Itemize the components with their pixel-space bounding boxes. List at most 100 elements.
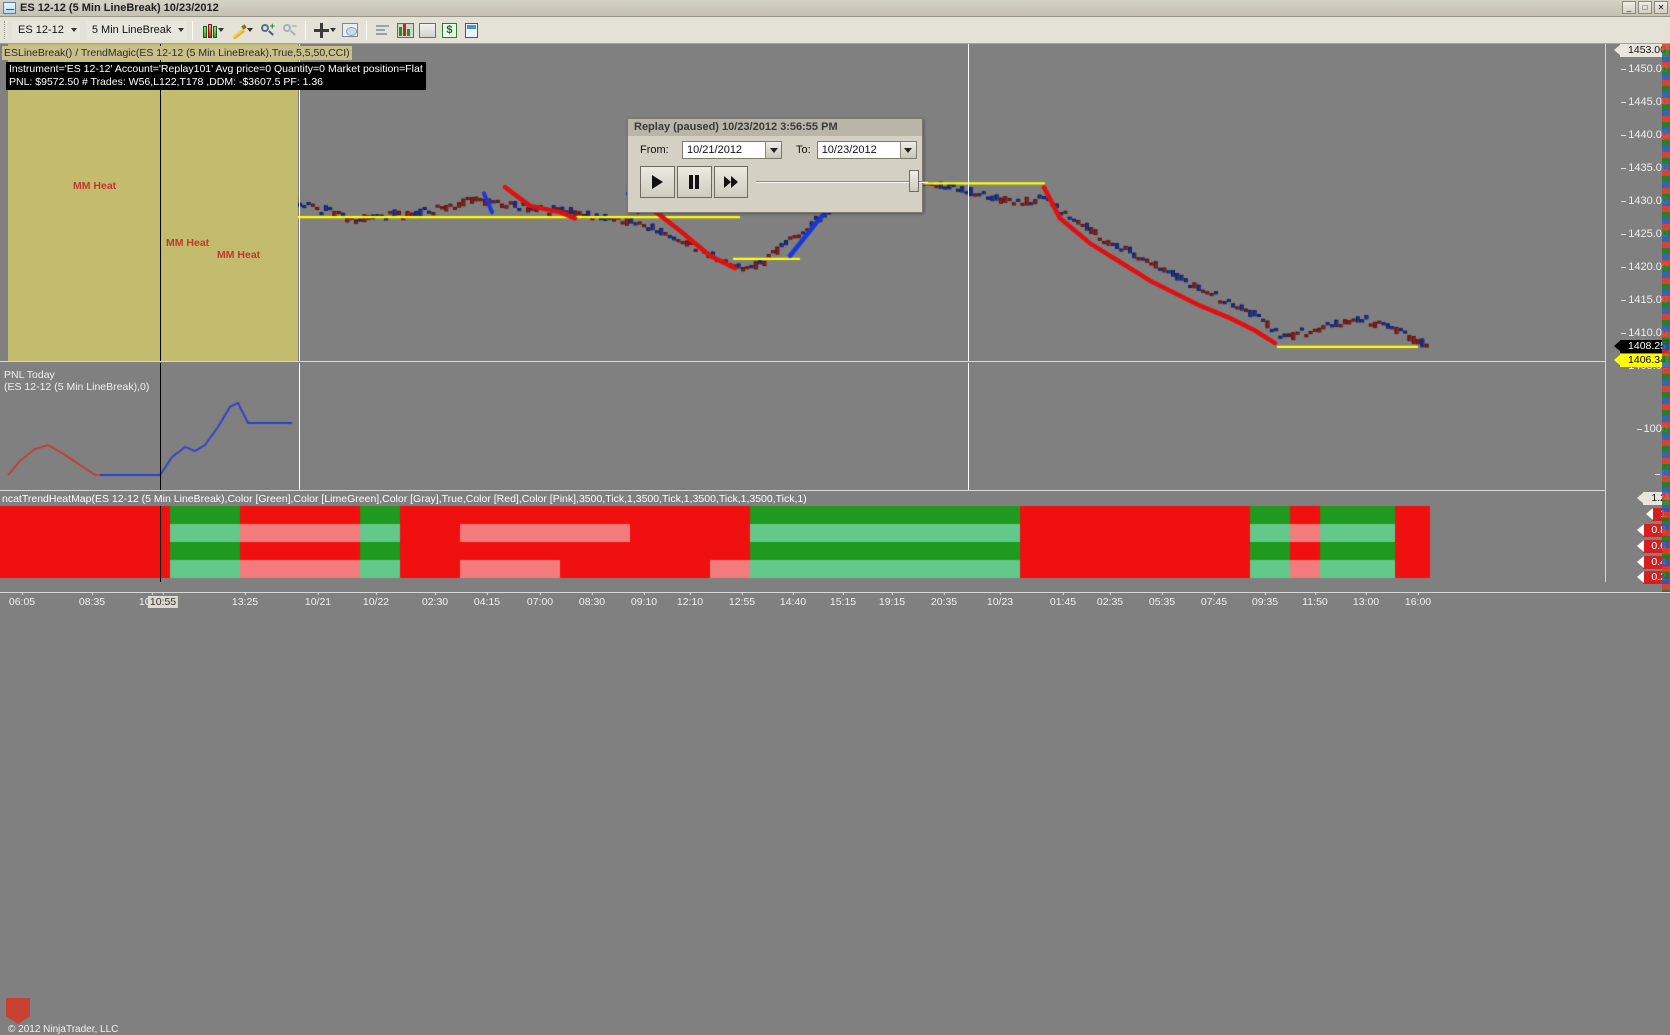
- copyright-text: © 2012 NinjaTrader, LLC: [8, 1024, 119, 1035]
- price-tick: 1415.00: [1621, 294, 1668, 306]
- chart-icon: [3, 2, 16, 14]
- time-tick: 10:55: [147, 592, 179, 608]
- interval-selector[interactable]: 5 Min LineBreak: [85, 20, 188, 40]
- replay-from-label: From:: [640, 144, 669, 156]
- toolbar-separator: [366, 20, 368, 40]
- drawing-tools-button[interactable]: [228, 20, 256, 41]
- chart-area[interactable]: ESLineBreak() / TrendMagic(ES 12-12 (5 M…: [0, 44, 1670, 1035]
- time-tick: 05:35: [1148, 592, 1176, 608]
- time-axis[interactable]: 06:0508:3510:1510:5513:2510/2110/2202:30…: [0, 592, 1670, 611]
- session-break-line: [968, 363, 969, 490]
- data-box-button[interactable]: [339, 20, 361, 41]
- time-tick: 10/23: [986, 592, 1014, 608]
- time-tick: 10/22: [362, 592, 390, 608]
- fast-forward-icon: [723, 176, 738, 188]
- zoom-out-button[interactable]: −: [278, 20, 300, 41]
- slider-thumb[interactable]: [909, 170, 920, 192]
- replay-dialog[interactable]: Replay (paused) 10/23/2012 3:56:55 PM Fr…: [627, 118, 929, 213]
- time-tick: 07:45: [1200, 592, 1228, 608]
- time-tick: 09:10: [630, 592, 658, 608]
- time-tick: 20:35: [930, 592, 958, 608]
- heatmap-indicator-label[interactable]: ncatTrendHeatMap(ES 12-12 (5 Min LineBre…: [2, 493, 807, 505]
- time-tick: 15:15: [829, 592, 857, 608]
- time-tick: 19:15: [878, 592, 906, 608]
- replay-cursor-line: [160, 506, 161, 582]
- price-tick: 1430.00: [1621, 195, 1668, 207]
- price-tick: 1440.00: [1621, 129, 1668, 141]
- heatmap-canvas: [0, 492, 1605, 582]
- replay-to-date[interactable]: 10/23/2012: [816, 141, 917, 159]
- strategy-button[interactable]: [416, 20, 438, 41]
- window-title-bar: ES 12-12 (5 Min LineBreak) 10/23/2012 _ …: [0, 0, 1670, 17]
- replay-from-value: 10/21/2012: [687, 144, 743, 156]
- chevron-down-icon[interactable]: [765, 142, 781, 158]
- candlestick-type-icon: [202, 23, 217, 38]
- price-tick: 1435.00: [1621, 162, 1668, 174]
- properties-button[interactable]: [372, 20, 394, 41]
- time-tick: 04:15: [473, 592, 501, 608]
- position-info-line1: Instrument='ES 12-12' Account='Replay101…: [9, 63, 423, 75]
- indicators-icon: [396, 22, 414, 38]
- indicators-button[interactable]: [394, 20, 416, 41]
- chevron-down-icon: [178, 28, 185, 32]
- replay-date-row: From: 10/21/2012 To: 10/23/2012: [628, 136, 922, 159]
- time-tick: 06:05: [8, 592, 36, 608]
- annotation-mm-heat: MM Heat: [166, 237, 210, 249]
- replay-to-label: To:: [796, 144, 811, 156]
- instrument-selector[interactable]: ES 12-12: [12, 20, 80, 40]
- close-button[interactable]: ✕: [1654, 1, 1668, 14]
- session-break-line: [968, 44, 969, 361]
- chart-toolbar: ES 12-12 5 Min LineBreak + −: [0, 17, 1670, 44]
- order-entry-icon: [464, 22, 478, 38]
- chart-type-button[interactable]: [198, 20, 228, 41]
- pnl-label-line1: PNL Today: [4, 369, 55, 381]
- toolbar-grip[interactable]: [4, 21, 7, 39]
- replay-speed-slider[interactable]: [756, 166, 929, 198]
- replay-pause-button[interactable]: [676, 166, 712, 198]
- right-edge-heat-strip: [1662, 44, 1670, 592]
- session-break-line: [299, 363, 300, 490]
- replay-play-button[interactable]: [640, 166, 675, 198]
- toolbar-separator: [305, 20, 307, 40]
- price-axis[interactable]: 1453.00 1450.00 1445.00 1440.00 1435.00 1430.…: [1605, 44, 1670, 584]
- price-tick: 1420.00: [1621, 261, 1668, 273]
- time-tick: 13:25: [231, 592, 259, 608]
- order-entry-button[interactable]: [460, 20, 482, 41]
- time-tick: 13:00: [1352, 592, 1380, 608]
- zoom-in-icon: +: [260, 21, 275, 38]
- replay-controls: [628, 159, 929, 198]
- time-tick: 12:55: [728, 592, 756, 608]
- replay-forward-button[interactable]: [713, 166, 749, 198]
- crosshair-icon: [314, 22, 330, 38]
- price-tick: 1450.00: [1621, 63, 1668, 75]
- pause-icon: [689, 175, 700, 189]
- pnl-canvas: [0, 363, 1605, 491]
- time-tick: 11:50: [1302, 592, 1328, 608]
- replay-from-date[interactable]: 10/21/2012: [682, 141, 782, 159]
- time-tick: 08:30: [578, 592, 606, 608]
- maximize-button[interactable]: □: [1638, 1, 1652, 14]
- zoom-in-button[interactable]: +: [256, 20, 278, 41]
- play-icon: [652, 175, 664, 189]
- pnl-panel-label: PNL Today (ES 12-12 (5 Min LineBreak),0): [4, 369, 149, 393]
- zoom-out-icon: −: [282, 21, 297, 38]
- chevron-down-icon[interactable]: [899, 142, 916, 158]
- pnl-pane[interactable]: PNL Today (ES 12-12 (5 Min LineBreak),0): [0, 363, 1605, 491]
- crosshair-button[interactable]: [311, 20, 339, 41]
- annotation-mm-heat: MM Heat: [73, 180, 117, 192]
- toolbar-separator: [192, 20, 194, 40]
- replay-cursor-line: [160, 44, 161, 361]
- dollar-icon: $: [441, 22, 457, 38]
- time-tick: 10/21: [304, 592, 332, 608]
- annotation-mm-heat: MM Heat: [217, 249, 261, 261]
- data-box-icon: [342, 23, 359, 37]
- heatmap-pane[interactable]: ncatTrendHeatMap(ES 12-12 (5 Min LineBre…: [0, 492, 1605, 1035]
- price-marker: 1408.25: [1614, 340, 1669, 353]
- chart-trader-button[interactable]: $: [438, 20, 460, 41]
- window-controls[interactable]: _ □ ✕: [1622, 1, 1668, 14]
- indicator-label[interactable]: ESLineBreak() / TrendMagic(ES 12-12 (5 M…: [2, 46, 352, 60]
- minimize-button[interactable]: _: [1622, 1, 1636, 14]
- chevron-down-icon: [70, 28, 77, 32]
- time-tick: 14:40: [779, 592, 807, 608]
- price-tick: 1425.00: [1621, 228, 1668, 240]
